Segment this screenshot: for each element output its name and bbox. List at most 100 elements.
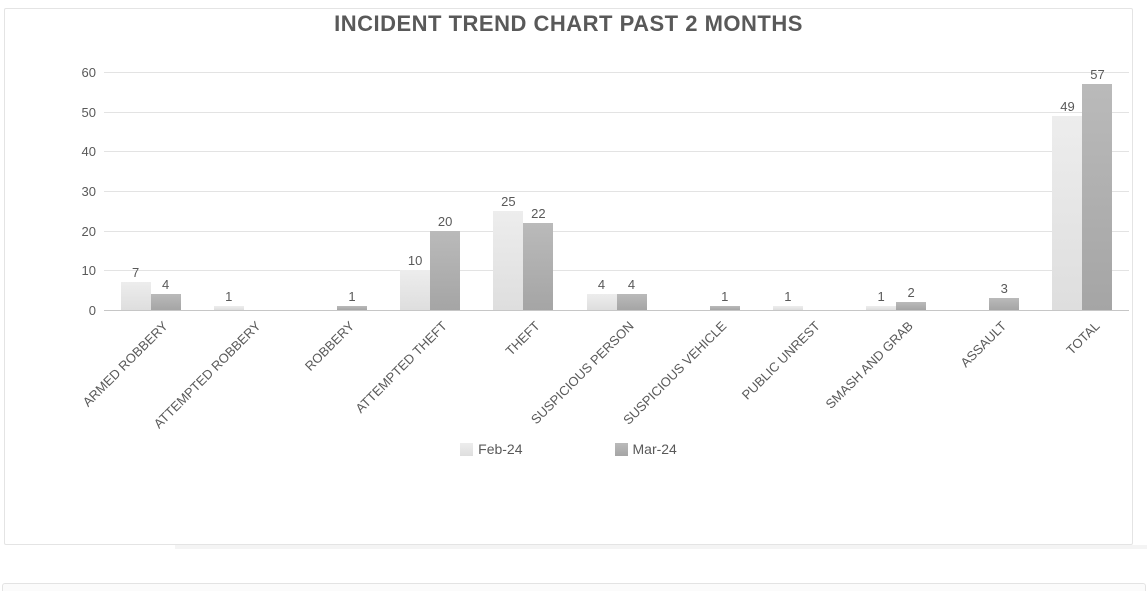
bar-group-6: 1: [663, 72, 756, 310]
plot-area: 0 10 20 30 40 50 60 7 4 1 1 10 20 25 22 4 4 1 1 1 2 3 49 57 AR…: [79, 66, 1129, 431]
bar-value-label: 4: [597, 277, 606, 292]
bar-slot: 22: [523, 207, 554, 310]
bar-value-label: 3: [1000, 281, 1008, 296]
y-tick-label-20: 20: [81, 223, 96, 239]
bar-group-4: 25 22: [477, 72, 570, 310]
incident-trend-chart-card: INCIDENT TREND CHART PAST 2 MONTHS 0 10 20…: [4, 8, 1133, 545]
gridline-30: [104, 191, 1129, 192]
bar-mar-24-9: [989, 298, 1020, 310]
bar-slot: 57: [1082, 68, 1113, 310]
gridline-10: [104, 270, 1129, 272]
bar-slot: 10: [400, 254, 431, 310]
bar-group-2: 1: [290, 72, 383, 310]
bar-feb-24-3: [400, 270, 431, 310]
y-tick-label-10: 10: [81, 263, 96, 279]
x-axis-label-1: ATTEMPTED ROBBERY: [150, 318, 264, 432]
legend-item-feb: Feb-24: [460, 441, 523, 457]
bar-feb-24-10: [1052, 116, 1083, 310]
bar-slot: 7: [120, 266, 151, 310]
x-axis-label-10: TOTAL: [1062, 318, 1103, 358]
gridline-20: [104, 230, 1129, 232]
gridline-50: [104, 111, 1129, 113]
bar-value-label: 1: [877, 289, 885, 304]
divider-strip: [175, 545, 1147, 549]
bar-group-9: 3: [943, 72, 1036, 310]
bar-feb-24-1: [213, 306, 244, 310]
bar-feb-24-7: [772, 306, 803, 310]
bar-value-label: 2: [907, 285, 915, 300]
bar-slot: 25: [493, 195, 524, 310]
bar-slot: 1: [866, 290, 897, 310]
bar-mar-24-4: [523, 223, 554, 310]
x-axis-label-0: ARMED ROBBERY: [79, 318, 171, 410]
bar-feb-24-8: [866, 306, 897, 310]
bar-slot: 20: [430, 215, 461, 310]
gridline-60: [104, 72, 1129, 73]
bar-slot: 1: [213, 290, 244, 310]
gridline-40: [104, 151, 1129, 153]
bar-value-label: 10: [407, 253, 423, 268]
bar-mar-24-2: [336, 306, 367, 310]
bar-slot: 1: [336, 290, 367, 310]
legend: Feb-24 Mar-24: [5, 441, 1132, 457]
bar-slot: 1: [709, 290, 740, 310]
x-axis-label-9: ASSAULT: [957, 318, 1010, 371]
bar-mar-24-10: [1082, 84, 1113, 310]
x-axis-label-4: THEFT: [502, 318, 544, 359]
bar-feb-24-5: [586, 294, 617, 310]
bar-mar-24-0: [150, 294, 181, 310]
bar-value-label: 4: [627, 277, 636, 292]
y-tick-label-40: 40: [81, 144, 96, 160]
bar-slot: 49: [1052, 100, 1083, 310]
bar-value-label: 1: [225, 289, 233, 304]
bar-slot: 3: [989, 282, 1020, 310]
bar-mar-24-5: [616, 294, 647, 310]
y-tick-label-30: 30: [81, 184, 96, 199]
bar-group-3: 10 20: [384, 72, 477, 310]
bar-feb-24-0: [120, 282, 151, 310]
legend-swatch-feb: [460, 442, 474, 456]
bar-value-label: 57: [1090, 67, 1105, 82]
bar-value-label: 49: [1060, 99, 1075, 114]
x-axis-label-2: ROBBERY: [301, 318, 357, 374]
bar-mar-24-8: [896, 302, 927, 310]
x-axis-label-5: SUSPICIOUS PERSON: [527, 318, 637, 427]
bar-groups: 7 4 1 1 10 20 25 22 4 4 1 1 1 2 3 49 57: [104, 68, 1129, 310]
y-tick-label-60: 60: [81, 65, 96, 80]
bar-value-label: 20: [437, 214, 453, 229]
legend-label-mar: Mar-24: [632, 441, 677, 457]
bar-feb-24-4: [493, 211, 524, 310]
y-tick-label-0: 0: [88, 303, 96, 318]
x-axis-line: [104, 310, 1129, 311]
legend-item-mar: Mar-24: [614, 441, 677, 457]
bar-mar-24-3: [430, 231, 461, 310]
bar-value-label: 1: [348, 289, 356, 304]
bar-slot: 1: [772, 290, 803, 310]
bar-value-label: 4: [161, 277, 170, 292]
bottom-section-card: [2, 583, 1146, 591]
bar-slot: 4: [586, 278, 617, 310]
bar-value-label: 1: [784, 289, 792, 304]
x-axis-label-7: PUBLIC UNREST: [738, 318, 823, 403]
bar-group-7: 1: [756, 72, 849, 310]
bar-group-1: 1: [197, 72, 290, 310]
bar-value-label: 22: [531, 206, 546, 221]
x-axis-label-3: ATTEMPTED THEFT: [352, 318, 451, 416]
bar-value-label: 25: [501, 194, 516, 209]
legend-label-feb: Feb-24: [478, 441, 523, 457]
bar-value-label: 7: [131, 265, 140, 280]
x-axis-label-8: SMASH AND GRAB: [822, 318, 916, 412]
chart-title: INCIDENT TREND CHART PAST 2 MONTHS: [334, 11, 803, 36]
x-axis-label-6: SUSPICIOUS VEHICLE: [620, 318, 730, 428]
bar-slot: 2: [896, 286, 927, 310]
bar-value-label: 1: [721, 289, 729, 304]
bar-group-10: 49 57: [1036, 68, 1129, 310]
bar-slot: 4: [616, 278, 647, 310]
bar-mar-24-6: [709, 306, 740, 310]
legend-swatch-mar: [614, 442, 628, 456]
y-tick-label-50: 50: [81, 104, 96, 120]
